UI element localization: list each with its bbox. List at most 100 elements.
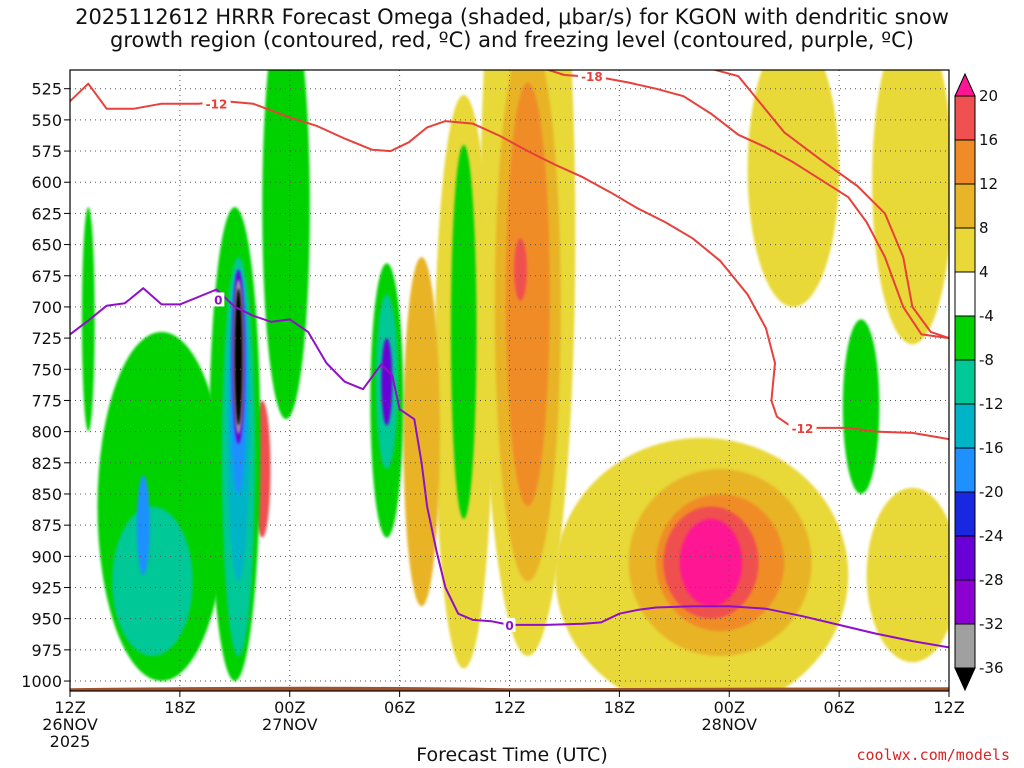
colorbar-box-6 <box>954 359 976 405</box>
colorbar-box-3 <box>954 227 976 273</box>
contour-label-bg-3-1 <box>503 617 516 632</box>
y-tick-label-900: 900 <box>31 547 62 566</box>
colorbar-top-arrow <box>954 72 976 97</box>
contour-label-bg-2-0 <box>577 69 606 84</box>
colorbar-box-10 <box>954 535 976 581</box>
colorbar-box-12 <box>954 623 976 669</box>
credit-text: coolwx.com/models <box>856 746 1010 764</box>
omega-region-4-5 <box>866 487 949 663</box>
y-tick-label-600: 600 <box>31 173 62 192</box>
x-tick-label-48-0: 12Z <box>933 698 964 717</box>
colorbar: 20 16 12 8 4 -4 -8 -12 -16 -20 -24 -28 -32 -36 <box>954 72 1004 692</box>
x-tick-label-30-0: 18Z <box>604 698 635 717</box>
y-tick-label-825: 825 <box>31 454 62 473</box>
y-tick-label-925: 925 <box>31 579 62 598</box>
contour-line-2 <box>545 70 949 340</box>
contour-label-3-0: 0 <box>214 293 222 307</box>
colorbar-label-neg36: -36 <box>979 659 1004 677</box>
colorbar-label-20: 20 <box>979 87 998 105</box>
x-tick-label-36-1: 28NOV <box>701 715 757 734</box>
omega-region-20-14 <box>679 518 743 607</box>
y-tick-label-800: 800 <box>31 423 62 442</box>
contour-label-bg-0-1 <box>788 420 817 435</box>
title-line-2: growth region (contoured, red, ºC) and f… <box>110 28 914 52</box>
omega-region-neg4-20 <box>842 319 880 494</box>
x-tick-label-12-1: 27NOV <box>262 715 318 734</box>
colorbar-box-0 <box>954 95 976 141</box>
x-tick-label-6-0: 18Z <box>164 698 195 717</box>
terrain <box>70 686 949 691</box>
colorbar-box-4 <box>954 271 976 317</box>
omega-region-8-8 <box>403 257 440 607</box>
contour-line-1 <box>711 70 949 340</box>
colorbar-box-7 <box>954 403 976 449</box>
x-tick-label-18-0: 06Z <box>384 698 415 717</box>
y-tick-label-525: 525 <box>31 80 62 99</box>
colorbar-box-2 <box>954 183 976 229</box>
omega-region-neg4-17 <box>262 70 310 420</box>
contour-labels: -12 -12 -18 0 0 <box>202 69 817 633</box>
x-tick-label-42-0: 06Z <box>823 698 854 717</box>
chart-title: 2025112612 HRRR Forecast Omega (shaded, … <box>0 6 1024 52</box>
colorbar-label-4: 4 <box>979 263 989 281</box>
colorbar-box-5 <box>954 315 976 361</box>
colorbar-label-neg12: -12 <box>979 395 1004 413</box>
colorbar-label-16: 16 <box>979 131 998 149</box>
y-tick-label-1000: 1000 <box>21 672 62 691</box>
y-tick-label-975: 975 <box>31 641 62 660</box>
colorbar-label-neg24: -24 <box>979 527 1004 545</box>
omega-region-neg24-29 <box>381 338 393 426</box>
omega-region-16-13 <box>514 238 527 301</box>
y-tick-label-850: 850 <box>31 485 62 504</box>
colorbar-label-12: 12 <box>979 175 998 193</box>
y-axis: 525 550 575 600 625 650 675 700 725 750 775 800 825 8… <box>21 80 70 691</box>
x-tick-label-12-0: 00Z <box>274 698 305 717</box>
colorbar-label-8: 8 <box>979 219 989 237</box>
colorbar-label-neg8: -8 <box>979 351 994 369</box>
omega-region-4-3 <box>747 70 840 307</box>
colorbar-box-11 <box>954 579 976 625</box>
y-tick-label-775: 775 <box>31 391 62 410</box>
omega-region-12-9 <box>505 82 550 507</box>
y-tick-label-675: 675 <box>31 267 62 286</box>
contour-label-bg-3-0 <box>212 292 225 307</box>
y-tick-label-875: 875 <box>31 516 62 535</box>
y-tick-label-950: 950 <box>31 610 62 629</box>
omega-region-neg4-18 <box>450 144 477 519</box>
contour-line-3 <box>70 287 949 649</box>
colorbar-label-neg16: -16 <box>979 439 1004 457</box>
colorbar-label-neg32: -32 <box>979 615 1004 633</box>
title-line-1: 2025112612 HRRR Forecast Omega (shaded, … <box>75 5 949 29</box>
colorbar-label-neg4: -4 <box>979 307 994 325</box>
x-tick-label-0-2: 2025 <box>50 732 91 751</box>
colorbar-box-1 <box>954 139 976 185</box>
omega-region-neg8-22 <box>112 506 193 657</box>
x-axis-label: Forecast Time (UTC) <box>416 744 608 766</box>
y-tick-label-550: 550 <box>31 111 62 130</box>
colorbar-label-neg20: -20 <box>979 483 1004 501</box>
y-tick-label-650: 650 <box>31 236 62 255</box>
omega-region-neg16-27 <box>136 475 150 576</box>
y-tick-label-750: 750 <box>31 360 62 379</box>
colorbar-box-8 <box>954 447 976 493</box>
y-tick-label-575: 575 <box>31 142 62 161</box>
contour-label-bg-0-0 <box>202 96 231 111</box>
omega-shading <box>81 70 949 691</box>
y-tick-label-700: 700 <box>31 298 62 317</box>
colorbar-label-neg28: -28 <box>979 571 1004 589</box>
contour-label-2-0: -18 <box>581 70 603 84</box>
omega-region-neg36-31 <box>234 288 243 426</box>
colorbar-bottom-arrow <box>954 667 976 692</box>
x-tick-label-36-0: 00Z <box>714 698 745 717</box>
y-tick-label-725: 725 <box>31 329 62 348</box>
x-tick-label-0-0: 12Z <box>54 698 85 717</box>
x-tick-label-24-0: 12Z <box>494 698 525 717</box>
x-tick-label-0-1: 26NOV <box>42 715 98 734</box>
colorbar-box-9 <box>954 491 976 537</box>
y-tick-label-625: 625 <box>31 204 62 223</box>
contour-label-0-1: -12 <box>792 422 814 436</box>
terrain-surface <box>70 686 949 691</box>
contour-label-0-0: -12 <box>206 98 228 112</box>
